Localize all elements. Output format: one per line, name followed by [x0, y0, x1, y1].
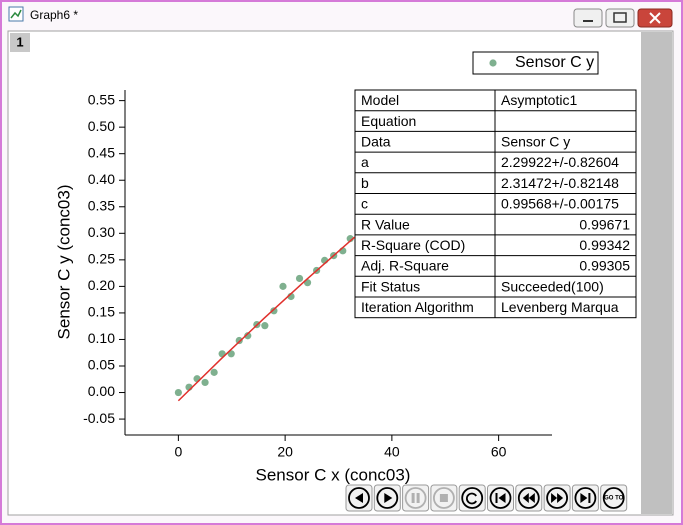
button-glyph	[466, 492, 477, 505]
window-icon-glyph	[10, 9, 22, 19]
y-tick-label: 0.30	[88, 224, 115, 240]
maximize-glyph	[613, 12, 627, 23]
data-point	[279, 282, 287, 290]
y-tick-label: 0.45	[88, 144, 115, 160]
button-ring	[489, 487, 512, 509]
x-tick-label: 60	[491, 444, 507, 460]
page-margin	[641, 32, 672, 514]
data-point	[235, 336, 243, 345]
layer-tab-label: 1	[16, 34, 23, 49]
x-tick-label: 20	[277, 444, 293, 460]
button-ring	[517, 487, 540, 509]
y-tick-label: 0.50	[88, 118, 115, 134]
table-cell: Data	[361, 133, 391, 149]
data-point	[244, 332, 252, 340]
button-glyph	[439, 494, 448, 502]
button-glyph	[580, 493, 588, 503]
button-ring	[461, 487, 484, 509]
layer-tab[interactable]	[10, 33, 30, 52]
legend-marker	[489, 59, 497, 67]
button-glyph	[557, 493, 564, 503]
goto-label: GO TO	[604, 496, 624, 502]
table-cell: R Value	[361, 216, 410, 232]
table-cell: Equation	[361, 113, 416, 129]
table-cell: 0.99568+/-0.00175	[501, 196, 619, 212]
x-tick-label: 0	[174, 444, 182, 460]
table-cell: R-Square (COD)	[361, 237, 465, 253]
y-tick-label: 0.00	[88, 383, 115, 399]
data-point	[193, 375, 201, 383]
x-axis-title: Sensor C x (conc03)	[256, 465, 411, 484]
button-glyph	[416, 493, 420, 503]
y-tick-label: 0.25	[88, 251, 115, 267]
y-axis-title: Sensor C y (conc03)	[54, 185, 73, 340]
button-glyph	[588, 493, 591, 503]
table-cell: a	[361, 154, 369, 170]
legend	[472, 51, 599, 75]
button-ring	[432, 487, 455, 509]
button-ring	[574, 487, 597, 509]
legend-label: Sensor C y	[515, 54, 594, 71]
minimize-button[interactable]	[573, 8, 603, 28]
y-tick-label: -0.05	[83, 410, 115, 426]
button-glyph	[522, 493, 529, 503]
table-cell: Fit Status	[361, 278, 420, 294]
button-ring	[404, 487, 427, 509]
button-ring	[348, 487, 370, 509]
button-glyph	[384, 493, 393, 503]
data-point	[295, 274, 304, 283]
table-cell: Iteration Algorithm	[361, 299, 474, 315]
table-cell: b	[361, 175, 369, 191]
table-cell: 0.99671	[579, 216, 630, 232]
table-cell: 2.31472+/-0.82148	[501, 175, 619, 191]
data-point	[210, 368, 218, 376]
table-cell: 2.29922+/-0.82604	[501, 154, 619, 170]
button-glyph	[528, 493, 535, 503]
data-point	[201, 378, 209, 387]
maximize-button[interactable]	[605, 8, 635, 28]
y-tick-label: 0.20	[88, 277, 115, 293]
data-point	[346, 235, 354, 243]
table-cell: 0.99342	[579, 237, 630, 253]
table-cell: Asymptotic1	[501, 92, 577, 108]
button-ring	[546, 487, 568, 509]
table-cell: Levenberg Marqua	[501, 299, 619, 315]
data-point	[261, 322, 269, 330]
table-cell: 0.99305	[579, 258, 630, 274]
fit-curve	[177, 236, 356, 402]
data-point	[270, 307, 278, 315]
table-cell: c	[361, 196, 368, 212]
button-glyph	[551, 493, 558, 503]
table-cell: Model	[361, 92, 399, 108]
button-glyph	[498, 493, 506, 503]
y-tick-label: 0.15	[88, 304, 115, 320]
y-tick-label: 0.40	[88, 171, 115, 187]
button-glyph	[355, 493, 363, 503]
table-cell: Succeeded(100)	[501, 278, 604, 294]
button-glyph	[495, 493, 498, 503]
button-ring	[602, 487, 625, 509]
y-tick-label: 0.55	[88, 91, 115, 107]
close-glyph	[649, 12, 661, 24]
playback-toolbar: GO TO	[345, 484, 628, 512]
y-tick-label: 0.35	[88, 197, 115, 213]
button-ring	[376, 487, 399, 509]
y-tick-label: 0.05	[88, 357, 115, 373]
fit-table: Model Asymptotic1 Equation Data Sensor C y a 2…	[354, 89, 637, 319]
table-cell: Sensor C y	[501, 133, 570, 149]
window-title: Graph6 *	[30, 8, 78, 22]
y-tick-label: 0.10	[88, 330, 115, 346]
table-cell: Adj. R-Square	[361, 258, 449, 274]
x-tick-label: 40	[384, 444, 400, 460]
button-glyph	[411, 493, 415, 503]
data-point	[174, 388, 182, 397]
